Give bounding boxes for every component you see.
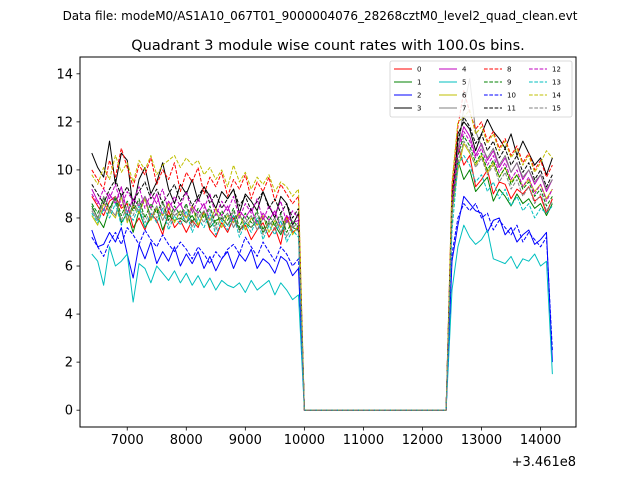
- series-lines: [91, 78, 553, 411]
- y-tick-label: 6: [65, 260, 73, 275]
- y-tick-label: 10: [56, 163, 73, 178]
- chart-title: Quadrant 3 module wise count rates with …: [131, 38, 525, 54]
- legend-label-11: 11: [507, 105, 516, 113]
- legend-label-1: 1: [417, 79, 421, 87]
- legend-label-5: 5: [462, 79, 466, 87]
- series-line-1: [91, 159, 553, 411]
- legend-label-8: 8: [507, 66, 511, 74]
- plot-frame: [79, 56, 577, 428]
- x-tick-label: 8000: [170, 433, 203, 448]
- x-tick-label: 10000: [284, 433, 325, 448]
- legend-label-15: 15: [552, 105, 561, 113]
- series-line-15: [91, 140, 553, 411]
- x-tick-label: 12000: [402, 433, 443, 448]
- series-line-5: [91, 224, 553, 411]
- legend-frame: [389, 60, 573, 118]
- series-line-2: [91, 195, 553, 411]
- legend-label-6: 6: [462, 92, 467, 100]
- legend-label-3: 3: [417, 105, 421, 113]
- series-line-6: [91, 142, 553, 411]
- series-line-10: [91, 203, 553, 411]
- legend-label-13: 13: [552, 79, 561, 87]
- x-tick-label: 13000: [461, 433, 502, 448]
- legend-label-14: 14: [552, 92, 561, 100]
- x-tick-label: 7000: [111, 433, 144, 448]
- x-axis-offset-text: +3.461e8: [512, 455, 576, 470]
- y-axis: 0 2 4 6 8 10 12 14: [56, 67, 80, 419]
- series-line-0: [91, 145, 553, 411]
- legend-label-12: 12: [552, 66, 561, 74]
- legend-label-10: 10: [507, 92, 516, 100]
- series-line-12: [91, 130, 553, 411]
- y-tick-label: 4: [65, 308, 73, 323]
- legend-label-4: 4: [462, 66, 467, 74]
- series-line-14: [91, 109, 553, 411]
- x-tick-label: 14000: [520, 433, 561, 448]
- legend-label-0: 0: [417, 66, 421, 74]
- chart-suptitle: Data file: modeM0/AS1A10_067T01_90000040…: [63, 9, 578, 23]
- y-tick-label: 0: [65, 404, 73, 419]
- x-tick-label: 11000: [343, 433, 384, 448]
- series-line-11: [91, 116, 553, 411]
- y-tick-label: 14: [56, 67, 73, 82]
- x-axis: 7000 8000 9000 10000 11000 12000 13000 14000: [111, 427, 561, 448]
- y-tick-label: 2: [65, 356, 73, 371]
- legend-label-2: 2: [417, 92, 421, 100]
- y-tick-label: 8: [65, 211, 73, 226]
- legend-label-7: 7: [462, 105, 466, 113]
- legend-label-9: 9: [507, 79, 511, 87]
- series-line-13: [91, 155, 553, 411]
- series-line-3: [91, 118, 553, 411]
- x-tick-label: 9000: [229, 433, 262, 448]
- y-tick-label: 12: [56, 115, 73, 130]
